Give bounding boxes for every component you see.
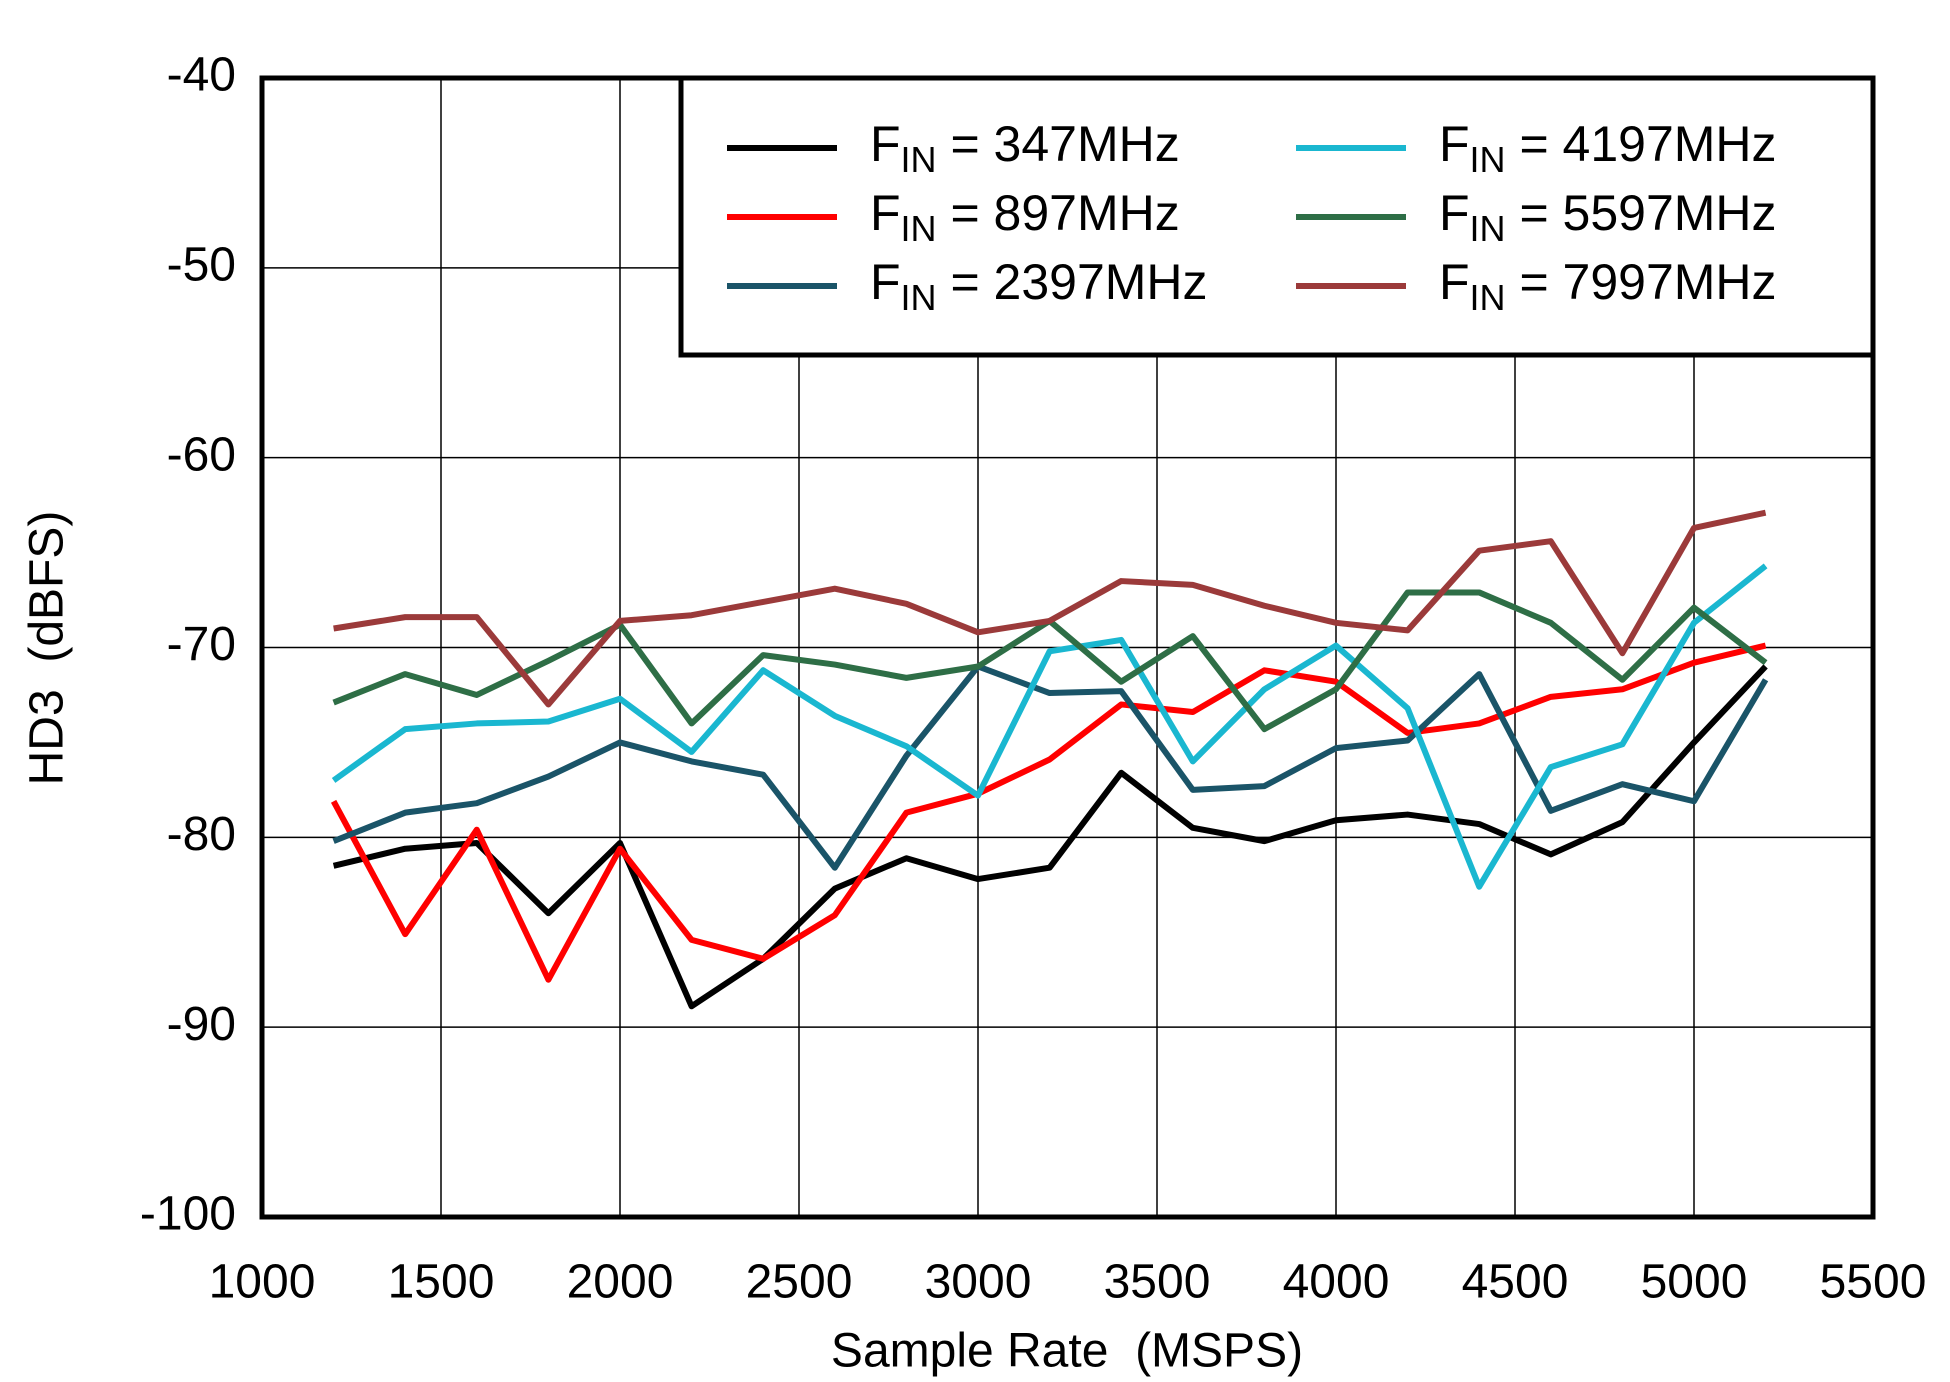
- data-line: [332, 589, 1768, 733]
- x-tick-label: 2500: [746, 1256, 853, 1309]
- y-tick-label: -70: [167, 618, 236, 671]
- y-tick-label: -50: [167, 239, 236, 292]
- legend-label: FIN = 897MHz: [870, 185, 1180, 248]
- y-tick-label: -90: [167, 998, 236, 1051]
- x-tick-label: 3000: [925, 1256, 1032, 1309]
- data-line: [333, 509, 1767, 708]
- x-tick-label: 3500: [1104, 1256, 1211, 1309]
- y-tick-label: -40: [167, 49, 236, 102]
- x-tick-label: 5500: [1820, 1256, 1927, 1309]
- y-axis-label: HD3 (dBFS): [21, 511, 74, 786]
- x-tick-label: 5000: [1641, 1256, 1748, 1309]
- legend-label: FIN = 4197MHz: [1439, 116, 1777, 179]
- data-line: [330, 642, 1767, 983]
- x-tick-label: 2000: [567, 1256, 674, 1309]
- x-axis-label: Sample Rate (MSPS): [831, 1325, 1303, 1378]
- y-tick-label: -60: [167, 428, 236, 481]
- x-tick-label: 1000: [209, 1256, 316, 1309]
- legend-box: [678, 75, 1876, 358]
- legend-label: FIN = 7997MHz: [1439, 254, 1777, 317]
- y-tick-label: -100: [140, 1188, 236, 1241]
- x-tick-label: 4500: [1462, 1256, 1569, 1309]
- y-tick-label: -80: [167, 808, 236, 861]
- legend-label: FIN = 347MHz: [870, 116, 1180, 179]
- data-line: [332, 663, 1769, 871]
- data-line: [332, 664, 1768, 1010]
- data-line: [331, 563, 1768, 890]
- x-tick-label: 1500: [388, 1256, 495, 1309]
- legend-label: FIN = 2397MHz: [870, 254, 1208, 317]
- x-tick-label: 4000: [1283, 1256, 1390, 1309]
- legend-label: FIN = 5597MHz: [1439, 185, 1777, 248]
